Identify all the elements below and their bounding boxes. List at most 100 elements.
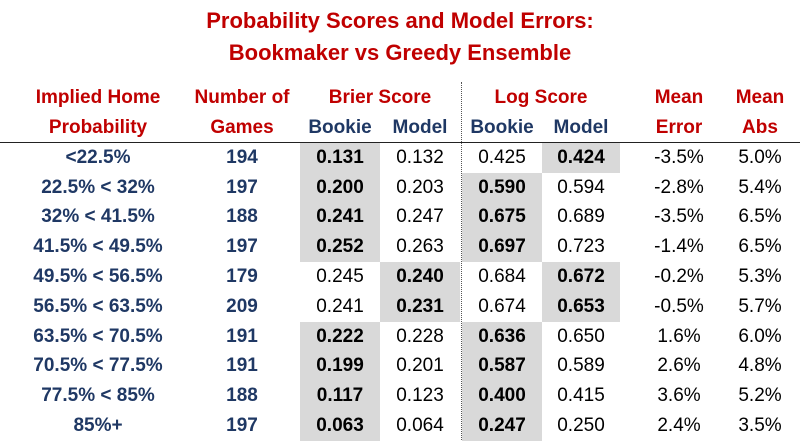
row-brier-bookie: 0.199 [300, 351, 380, 382]
subheader-brier-bookie: Bookie [308, 117, 372, 138]
row-brier-bookie: 0.131 [300, 143, 380, 173]
row-mean-error: -0.2% [654, 266, 704, 288]
row-brier-bookie: 0.245 [316, 266, 364, 288]
row-mean-abs: 5.0% [738, 146, 782, 168]
row-log-model: 0.723 [557, 236, 605, 258]
row-brier-model: 0.132 [396, 146, 444, 168]
row-log-bookie: 0.684 [478, 266, 526, 288]
row-brier-model: 0.123 [396, 385, 444, 407]
row-range: 22.5% < 32% [41, 176, 155, 198]
header-games-line2: Games [210, 117, 274, 138]
row-log-bookie: 0.697 [462, 232, 542, 263]
subheader-log-bookie: Bookie [470, 117, 534, 138]
subheader-brier-model: Model [392, 117, 448, 138]
row-log-model: 0.672 [542, 262, 620, 292]
row-brier-bookie: 0.252 [300, 232, 380, 263]
row-mean-error: -3.5% [654, 206, 704, 228]
row-range: <22.5% [65, 146, 131, 168]
header-games-line1: Number of [194, 87, 290, 108]
table-row: 77.5% < 85% 188 0.117 0.123 0.400 0.415 3.6% 5.… [0, 381, 800, 412]
table-title-line2: Bookmaker vs Greedy Ensemble [228, 40, 572, 65]
header-mean-abs-line1: Mean [735, 87, 785, 108]
header-separator [0, 142, 800, 143]
row-games: 197 [226, 176, 258, 198]
row-mean-error: -1.4% [654, 236, 704, 258]
row-mean-error: -0.5% [654, 295, 704, 317]
table-row: 22.5% < 32% 197 0.200 0.203 0.590 0.594 -2.8% 5… [0, 172, 800, 203]
row-mean-abs: 5.4% [738, 176, 782, 198]
row-mean-error: 3.6% [657, 385, 701, 407]
row-log-bookie: 0.636 [462, 321, 542, 352]
row-log-model: 0.424 [542, 143, 620, 173]
row-brier-bookie: 0.063 [300, 411, 380, 441]
table-title-line1: Probability Scores and Model Errors: [206, 8, 594, 33]
row-range: 41.5% < 49.5% [33, 236, 163, 258]
row-log-bookie: 0.400 [462, 381, 542, 412]
row-log-model: 0.653 [542, 292, 620, 322]
table-row: 32% < 41.5% 188 0.241 0.247 0.675 0.689 -3.5% 6… [0, 202, 800, 233]
row-brier-model: 0.240 [380, 262, 460, 292]
row-log-bookie: 0.675 [462, 202, 542, 233]
row-games: 209 [226, 295, 258, 317]
row-range: 77.5% < 85% [41, 385, 155, 407]
row-games: 197 [226, 415, 258, 437]
row-range: 49.5% < 56.5% [33, 266, 163, 288]
header-implied-line1: Implied Home [35, 87, 161, 108]
row-range: 56.5% < 63.5% [33, 295, 163, 317]
header-log-score: Log Score [494, 87, 588, 108]
row-mean-abs: 6.5% [738, 236, 782, 258]
row-games: 191 [226, 355, 258, 377]
row-mean-abs: 3.5% [738, 415, 782, 437]
score-divider [461, 82, 462, 440]
row-log-bookie: 0.587 [462, 351, 542, 382]
row-mean-error: 2.6% [657, 355, 701, 377]
row-mean-error: -2.8% [654, 176, 704, 198]
row-range: 32% < 41.5% [41, 206, 155, 228]
row-log-bookie: 0.425 [478, 146, 526, 168]
row-brier-model: 0.228 [396, 325, 444, 347]
header-mean-error-line1: Mean [654, 87, 704, 108]
row-log-bookie: 0.590 [462, 172, 542, 203]
row-mean-abs: 5.3% [738, 266, 782, 288]
row-mean-abs: 4.8% [738, 355, 782, 377]
table-row: 70.5% < 77.5% 191 0.199 0.201 0.587 0.589 2.6%… [0, 351, 800, 382]
row-brier-bookie: 0.117 [300, 381, 380, 412]
header-implied-line2: Probability [48, 117, 148, 138]
row-brier-model: 0.263 [396, 236, 444, 258]
row-mean-error: -3.5% [654, 146, 704, 168]
row-brier-model: 0.064 [396, 415, 444, 437]
row-mean-abs: 5.2% [738, 385, 782, 407]
header-brier-score: Brier Score [328, 87, 432, 108]
row-brier-bookie: 0.241 [316, 295, 364, 317]
header-mean-error-line2: Error [655, 117, 703, 138]
row-mean-abs: 5.7% [738, 295, 782, 317]
row-brier-bookie: 0.222 [300, 321, 380, 352]
row-games: 194 [226, 146, 258, 168]
row-log-model: 0.415 [557, 385, 605, 407]
row-log-bookie: 0.247 [462, 411, 542, 441]
row-brier-model: 0.201 [396, 355, 444, 377]
row-brier-bookie: 0.241 [300, 202, 380, 233]
row-log-model: 0.250 [557, 415, 605, 437]
row-mean-error: 1.6% [657, 325, 701, 347]
row-mean-error: 2.4% [657, 415, 701, 437]
row-games: 191 [226, 325, 258, 347]
row-games: 188 [226, 206, 258, 228]
row-brier-model: 0.247 [396, 206, 444, 228]
row-games: 197 [226, 236, 258, 258]
row-range: 85%+ [73, 415, 123, 437]
row-range: 63.5% < 70.5% [33, 325, 163, 347]
subheader-log-model: Model [553, 117, 609, 138]
table-row: <22.5% 194 0.131 0.132 0.425 0.424 -3.5% 5.0% [0, 143, 800, 173]
row-brier-bookie: 0.200 [300, 172, 380, 203]
row-brier-model: 0.203 [396, 176, 444, 198]
header-mean-abs-line2: Abs [742, 117, 778, 138]
row-range: 70.5% < 77.5% [33, 355, 163, 377]
row-games: 179 [226, 266, 258, 288]
table-row: 41.5% < 49.5% 197 0.252 0.263 0.697 0.723 -1.4… [0, 232, 800, 263]
table-row: 49.5% < 56.5% 179 0.245 0.240 0.684 0.672 -0.2… [0, 262, 800, 292]
row-log-model: 0.594 [557, 176, 605, 198]
row-mean-abs: 6.5% [738, 206, 782, 228]
row-brier-model: 0.231 [380, 292, 460, 322]
row-games: 188 [226, 385, 258, 407]
